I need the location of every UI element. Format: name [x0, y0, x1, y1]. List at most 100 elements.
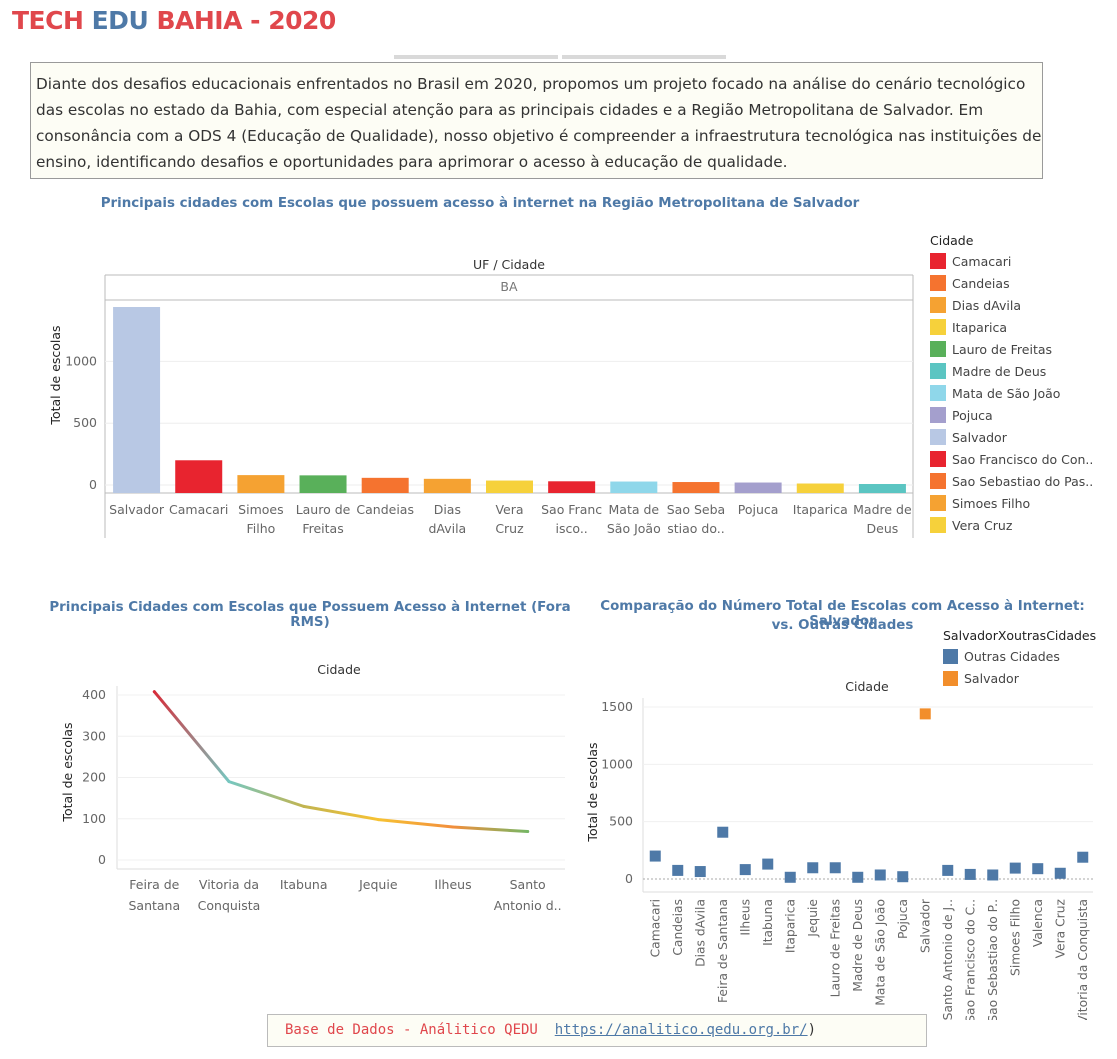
chart1-legend-item-5[interactable]: Madre de Deus [930, 360, 1093, 382]
chart2-point-5[interactable] [526, 830, 530, 834]
chart3-legend-label-1: Salvador [964, 670, 1019, 686]
chart2-line-chart[interactable]: Cidade Total de escolas Feira de Santana V… [0, 650, 575, 925]
chart1-legend-item-12[interactable]: Vera Cruz [930, 514, 1093, 536]
chart2-x-label-0-a: Feira de [129, 877, 179, 892]
chart1-legend-item-10[interactable]: Sao Sebastiao do Pas.. [930, 470, 1093, 492]
tab-indicator-1[interactable] [394, 55, 558, 59]
chart3-x-label-1: Candeias [671, 899, 685, 956]
chart2-point-4[interactable] [451, 825, 455, 829]
chart1-x-label-1-a: Camacari [169, 502, 228, 517]
chart1-bar-3[interactable] [299, 475, 347, 493]
dashboard-title: TECH EDU BAHIA - 2020 [12, 6, 336, 35]
source-label: Base de Dados - Análitico QEDU [285, 1022, 538, 1038]
chart1-bar-9[interactable] [672, 482, 720, 493]
chart1-bar-6[interactable] [486, 480, 533, 493]
chart3-point-12[interactable] [919, 708, 931, 720]
source-close-paren: ) [807, 1022, 817, 1038]
chart3-point-6[interactable] [784, 871, 796, 883]
chart3-point-14[interactable] [964, 868, 976, 880]
chart1-x-label-6-a: Vera [495, 502, 523, 517]
chart1-bar-5[interactable] [423, 478, 471, 493]
chart2-point-2[interactable] [302, 804, 306, 808]
chart1-legend-item-4[interactable]: Lauro de Freitas [930, 338, 1093, 360]
chart1-legend-item-3[interactable]: Itaparica [930, 316, 1093, 338]
chart3-point-15[interactable] [987, 869, 999, 881]
chart3-legend-item-0[interactable]: Outras Cidades [943, 645, 1096, 667]
chart1-bar-0[interactable] [113, 307, 161, 493]
chart1-legend-item-6[interactable]: Mata de São João [930, 382, 1093, 404]
chart1-legend-item-8[interactable]: Salvador [930, 426, 1093, 448]
chart1-x-label-10-a: Pojuca [738, 502, 779, 517]
chart1-x-label-9-b: stiao do.. [667, 521, 724, 536]
chart3-legend-swatch-0 [943, 648, 958, 664]
chart3-y-tick-500: 500 [609, 814, 633, 829]
chart1-x-label-5-b: dAvila [428, 521, 466, 536]
chart2-y-tick-400: 400 [82, 687, 106, 702]
chart3-point-0[interactable] [649, 850, 661, 862]
chart1-x-label-5-a: Dias [434, 502, 461, 517]
chart1-legend-label-4: Lauro de Freitas [952, 341, 1053, 357]
chart3-point-7[interactable] [807, 862, 819, 874]
chart1-legend-title: Cidade [930, 233, 974, 248]
chart1-legend-item-2[interactable]: Dias dAvila [930, 294, 1093, 316]
chart3-point-9[interactable] [852, 871, 864, 883]
chart3-point-17[interactable] [1032, 863, 1044, 875]
chart3-x-label-11: Pojuca [896, 899, 910, 939]
chart1-bar-chart[interactable]: UF / Cidade BA Total de escolas Salvador… [0, 230, 925, 550]
chart3-point-19[interactable] [1077, 851, 1089, 863]
chart3-point-3[interactable] [717, 826, 729, 838]
chart3-x-label-0: Camacari [648, 899, 662, 957]
chart1-x-label-8-a: Mata de [609, 502, 660, 517]
chart1-legend-item-1[interactable]: Candeias [930, 272, 1093, 294]
chart1-legend-item-11[interactable]: Simoes Filho [930, 492, 1093, 514]
chart1-bar-2[interactable] [237, 475, 285, 493]
chart2-x-label-2-a: Itabuna [280, 877, 328, 892]
chart3-y-tick-1500: 1500 [601, 699, 633, 714]
chart1-bar-11[interactable] [796, 483, 844, 493]
chart3-x-label-16: Simoes Filho [1008, 899, 1022, 976]
chart3-point-8[interactable] [829, 862, 841, 874]
chart1-bar-10[interactable] [734, 482, 782, 493]
chart3-x-label-17: Valenca [1031, 899, 1045, 947]
chart1-legend-swatch-11 [930, 495, 946, 511]
chart3-point-18[interactable] [1054, 867, 1066, 879]
chart1-legend-item-9[interactable]: Sao Francisco do Con.. [930, 448, 1093, 470]
chart2-x-label-3-a: Jequie [358, 877, 398, 892]
chart1-legend-item-7[interactable]: Pojuca [930, 404, 1093, 426]
chart2-point-0[interactable] [152, 690, 156, 694]
chart3-point-1[interactable] [672, 864, 684, 876]
chart2-point-1[interactable] [227, 780, 231, 784]
tab-indicator-2[interactable] [562, 55, 726, 59]
chart3-x-label-13: Santo Antonio de J.. [941, 899, 955, 1020]
chart1-legend-swatch-9 [930, 451, 946, 467]
chart1-legend-label-8: Salvador [952, 429, 1007, 445]
chart3-point-4[interactable] [739, 864, 751, 876]
chart1-bar-7[interactable] [548, 481, 596, 493]
source-link[interactable]: https://analitico.qedu.org.br/ [554, 1022, 808, 1038]
chart1-bar-1[interactable] [175, 460, 223, 493]
chart1-legend-label-7: Pojuca [952, 407, 993, 423]
chart1-legend-item-0[interactable]: Camacari [930, 250, 1093, 272]
chart3-point-16[interactable] [1009, 862, 1021, 874]
chart1-legend-label-6: Mata de São João [952, 385, 1061, 401]
chart2-point-3[interactable] [376, 818, 380, 822]
chart1-bar-4[interactable] [361, 477, 409, 493]
chart1-x-label-6-b: Cruz [495, 521, 524, 536]
chart2-series-line[interactable] [152, 690, 530, 834]
chart3-point-13[interactable] [942, 864, 954, 876]
chart2-y-tick-0: 0 [98, 852, 106, 867]
chart3-scatter-chart[interactable]: Cidade Total de escolas Camacari Candeias… [570, 670, 1115, 1020]
title-part-edu: EDU [91, 6, 149, 35]
chart3-point-10[interactable] [874, 869, 886, 881]
chart3-legend-item-1[interactable]: Salvador [943, 667, 1096, 689]
chart1-bar-8[interactable] [610, 481, 658, 493]
chart1-x-label-11-a: Itaparica [793, 502, 848, 517]
chart3-point-11[interactable] [897, 871, 909, 883]
chart3-x-label-15: Sao Sebastiao do P.. [986, 899, 1000, 1020]
chart1-bar-12[interactable] [858, 484, 906, 493]
chart3-point-2[interactable] [694, 866, 706, 878]
chart3-point-5[interactable] [762, 858, 774, 870]
chart1-x-label-4-a: Candeias [356, 502, 414, 517]
chart1-y-axis-label: Total de escolas [48, 325, 63, 425]
chart1-x-label-3-a: Lauro de [296, 502, 351, 517]
